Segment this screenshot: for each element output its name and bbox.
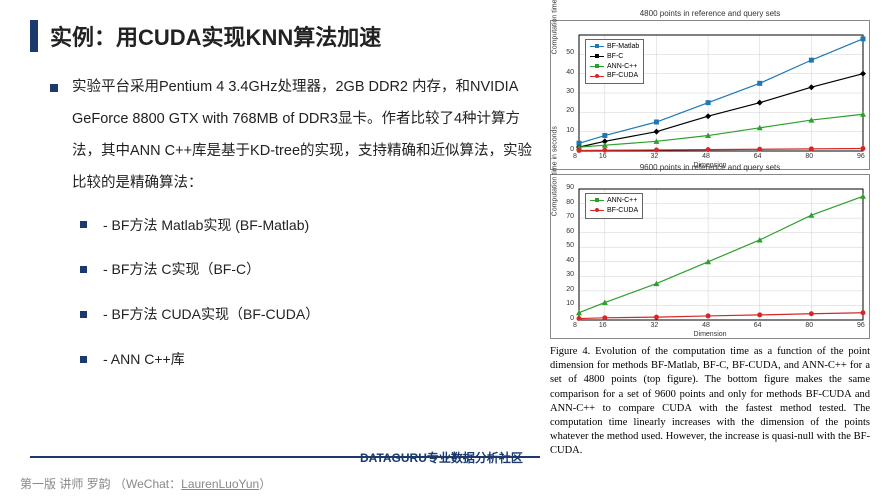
footer-credit: 第一版 讲师 罗韵 （WeChat：LaurenLuoYun） (20, 475, 271, 492)
item-text: - BF方法 CUDA实现（BF-CUDA） (103, 299, 319, 330)
list-item: - BF方法 Matlab实现 (BF-Matlab) (80, 210, 540, 241)
wechat-link[interactable]: LaurenLuoYun (181, 477, 259, 491)
credit-prefix: 第一版 讲师 罗韵 （WeChat： (20, 477, 181, 491)
figure-caption: Figure 4. Evolution of the computation t… (550, 345, 870, 458)
bullet-icon (80, 266, 87, 273)
sub-list: - BF方法 Matlab实现 (BF-Matlab) - BF方法 C实现（B… (50, 210, 540, 375)
bullet-icon (50, 84, 58, 92)
bullet-icon (80, 356, 87, 363)
slide: 实例：用CUDA实现KNN算法加速 实验平台采用Pentium 4 3.4GHz… (0, 0, 892, 500)
footer-brand: DATAGURU专业数据分析社区 (360, 449, 523, 466)
title-bar: 实例：用CUDA实现KNN算法加速 (30, 20, 550, 52)
slide-title: 实例：用CUDA实现KNN算法加速 (50, 20, 381, 52)
right-column: 816324864809601020304050BF-MatlabBF-CANN… (550, 20, 890, 500)
chart-bot: 81632486480960102030405060708090ANN-C++B… (550, 174, 870, 339)
credit-suffix: ） (259, 477, 271, 491)
left-column: 实例：用CUDA实现KNN算法加速 实验平台采用Pentium 4 3.4GHz… (0, 20, 550, 500)
item-text: - BF方法 Matlab实现 (BF-Matlab) (103, 210, 309, 241)
chart-top: 816324864809601020304050BF-MatlabBF-CANN… (550, 20, 870, 170)
item-text: - ANN C++库 (103, 344, 185, 375)
list-item: - BF方法 C实现（BF-C） (80, 254, 540, 285)
list-item: - ANN C++库 (80, 344, 540, 375)
title-accent (30, 20, 38, 52)
main-bullet: 实验平台采用Pentium 4 3.4GHz处理器，2GB DDR2 内存，和N… (50, 72, 540, 200)
paragraph: 实验平台采用Pentium 4 3.4GHz处理器，2GB DDR2 内存，和N… (72, 72, 540, 200)
item-text: - BF方法 C实现（BF-C） (103, 254, 260, 285)
body-text: 实验平台采用Pentium 4 3.4GHz处理器，2GB DDR2 内存，和N… (30, 72, 550, 375)
bullet-icon (80, 221, 87, 228)
list-item: - BF方法 CUDA实现（BF-CUDA） (80, 299, 540, 330)
bullet-icon (80, 311, 87, 318)
